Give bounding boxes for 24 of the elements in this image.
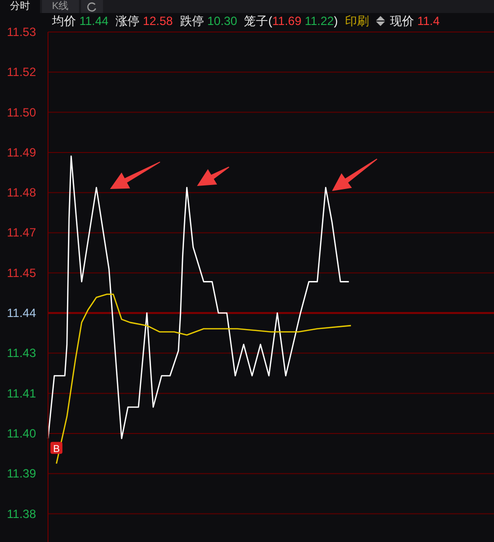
y-tick-label: 11.53 — [6, 25, 36, 39]
annotation: B — [53, 444, 60, 455]
line-series — [56, 294, 352, 464]
text: 印刷 — [344, 14, 369, 28]
y-tick-label: 11.52 — [6, 65, 36, 80]
y-tick-label: 11.43 — [6, 346, 36, 360]
y-tick-label: 11.49 — [6, 145, 36, 160]
y-tick-label: 11.48 — [6, 186, 36, 200]
y-tick-label: 11.40 — [6, 426, 36, 440]
text: 均价 11.44 — [52, 14, 108, 28]
line-series — [47, 156, 350, 440]
text: 分时 — [0, 0, 40, 13]
text: 涨停 12.58 — [115, 14, 173, 28]
y-tick-label: 11.38 — [6, 506, 36, 521]
y-tick-label: 11.39 — [6, 466, 36, 481]
text: 跌停 10.30 — [180, 14, 238, 28]
text: 笼子(11.69 11.22) — [244, 14, 338, 28]
y-tick-label: 11.50 — [6, 105, 36, 120]
y-tick-label: 11.47 — [6, 226, 36, 240]
y-tick-label: 11.45 — [6, 266, 36, 280]
y-tick-label: 11.41 — [6, 386, 36, 400]
text: K线 — [42, 0, 79, 13]
text: 现价 11.4 — [390, 14, 440, 28]
y-tick-label: 11.44 — [6, 306, 36, 320]
